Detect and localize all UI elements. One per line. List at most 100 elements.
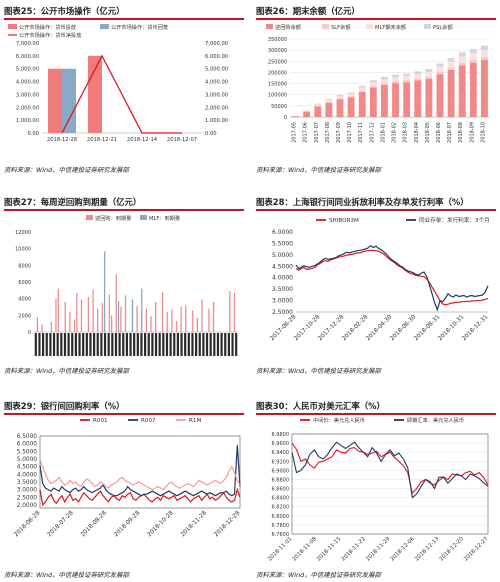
bar-mlf — [403, 76, 411, 81]
bar-mlf — [303, 110, 311, 112]
bar-slf — [458, 62, 466, 66]
legend-swatch — [100, 24, 109, 29]
bar-slf — [469, 59, 477, 63]
x-tick-label: 2018-12-27 — [463, 536, 489, 562]
chart-title: 图表28：上海银行间同业拆放利率及存单发行利率（%） — [256, 197, 469, 207]
x-tick-label: 2017-05 — [292, 122, 298, 143]
bar-psl — [436, 63, 444, 67]
bar-reverse-repo-maturity — [196, 317, 199, 332]
y-tick-label: 2.5000 — [17, 495, 38, 501]
bar-reverse-repo-maturity — [73, 319, 76, 332]
x-tick-label: 2018-02 — [392, 122, 398, 143]
bar-slf — [436, 72, 444, 75]
x-tick-label: 2018-11-22 — [341, 536, 367, 562]
series-line — [291, 442, 489, 495]
bar-reverse-repo — [292, 116, 299, 117]
y-tick-label: 5.5000 — [272, 240, 293, 247]
bar-psl — [381, 76, 388, 80]
bar-slf — [392, 81, 399, 84]
x-tick-label: 2018-12-14 — [127, 137, 158, 143]
y-tick-label: 6.8600 — [272, 487, 290, 493]
bar-reverse-repo — [447, 69, 455, 117]
x-tick-label: 2018-08 — [458, 122, 464, 143]
y-tick-label: 4.0000 — [17, 472, 38, 478]
series-line — [291, 441, 489, 499]
panel-usdcny: 图表30：人民币对美元汇率（%） 6.7600 6.7800 6.8000 6.820… — [256, 400, 496, 579]
bar-slf — [381, 83, 388, 85]
y-tick-label: 200000 — [268, 70, 287, 76]
y-tick-label: 4,000.00 — [16, 80, 39, 86]
y-tick-label: 0 — [28, 330, 31, 336]
bar-reverse-repo-maturity — [171, 309, 173, 332]
bar-reverse-repo-maturity — [57, 288, 59, 332]
x-tick-label: 2017-07 — [314, 122, 320, 143]
bar-mlf — [436, 66, 444, 73]
chart-usdcny: 6.7600 6.7800 6.8000 6.8200 6.8400 6.8600 6.88… — [267, 416, 489, 563]
y2-tick-label: 7,000.00 — [205, 41, 228, 47]
bar-mlf — [469, 53, 477, 60]
bar-reverse-repo — [303, 111, 311, 117]
bar-mlf — [381, 79, 388, 84]
y2-tick-label: 6,000.00 — [205, 54, 228, 60]
bar-slf — [403, 80, 411, 83]
bar-reverse-repo-maturity — [180, 307, 182, 332]
y-tick-label: 2.0000 — [17, 503, 38, 509]
legend-label: PSL余额 — [433, 23, 453, 31]
chart-open-market: 0.00 0.00 1,000.00 1,000.00 2,000.00 2,000.00… — [8, 23, 228, 143]
legend-swatch — [366, 24, 373, 29]
chart-reverse-repo-maturity: 0 2000 4000 6000 8000 10000 12000 逆回购：到期量 MLF：到期… — [15, 214, 238, 356]
y-tick-label: 6.9800 — [272, 432, 290, 438]
bar-reverse-repo-maturity — [175, 321, 178, 332]
y2-tick-label: 3,000.00 — [205, 92, 228, 98]
bar-slf — [325, 102, 333, 103]
y-tick-label: 5.5000 — [17, 449, 38, 455]
source-note: 资料来源：Wind，中信建投证券研究发展部 — [4, 571, 129, 579]
y-tick-label: 0.00 — [27, 131, 39, 137]
x-tick-label: 2018-11-15 — [316, 536, 342, 562]
bar-reverse-repo-maturity — [124, 295, 127, 332]
x-tick-label: 2018-10 — [480, 122, 486, 143]
x-tick-label: 2018-12-07 — [167, 137, 197, 143]
bar-reverse-repo-maturity — [229, 291, 231, 332]
y2-tick-label: 0.00 — [205, 131, 217, 137]
x-tick-label: 2017-06 — [303, 122, 309, 143]
series-line — [39, 445, 241, 497]
legend-label: R1M — [189, 418, 201, 424]
bar-reverse-repo — [325, 102, 333, 117]
y-tick-label: 6.8800 — [272, 477, 290, 483]
bar-slf — [481, 57, 488, 60]
legend-swatch — [266, 24, 273, 29]
legend-label: R001 — [93, 418, 108, 424]
y2-tick-label: 1,000.00 — [205, 118, 228, 124]
legend-swatch — [140, 215, 147, 220]
x-tick-label: 2018-12-31 — [461, 314, 489, 342]
bar-reverse-repo-maturity — [145, 308, 148, 332]
y-tick-label: 6000 — [18, 280, 31, 286]
bar-reverse-repo-maturity — [69, 312, 71, 332]
bar-slf — [369, 86, 377, 88]
bar-reverse-repo-maturity — [97, 308, 99, 332]
legend-label: SHIBOR3M — [329, 218, 359, 224]
chart-title: 图表26：期末余额（亿元） — [256, 6, 360, 16]
bar-reverse-repo-maturity — [185, 305, 187, 332]
bar-mlf — [447, 61, 455, 68]
bar-slf — [314, 105, 322, 107]
bar-psl — [325, 99, 333, 101]
x-tick-label: 2018-12-06 — [390, 536, 417, 563]
bar-mlf — [481, 49, 488, 58]
x-tick-label: 2018-04 — [414, 122, 420, 143]
y-tick-label: 6.7600 — [272, 532, 290, 538]
bar-slf — [336, 98, 344, 100]
y-tick-label: 6.0000 — [17, 442, 38, 448]
x-tick-label: 2017-08 — [325, 122, 331, 143]
legend-swatch — [8, 24, 17, 29]
y-tick-label: 6.9200 — [272, 459, 290, 465]
y-tick-label: 2.5000 — [272, 309, 293, 316]
bar-psl — [314, 103, 322, 105]
chart-title: 图表27：每周逆回购到期量（亿元） — [4, 197, 142, 207]
plot-frame — [291, 433, 489, 535]
bar-reverse-repo-maturity — [201, 299, 203, 332]
y-tick-label: 4.5000 — [272, 263, 293, 270]
bar-slf — [358, 90, 366, 93]
y-tick-label: 3.0000 — [272, 298, 293, 305]
